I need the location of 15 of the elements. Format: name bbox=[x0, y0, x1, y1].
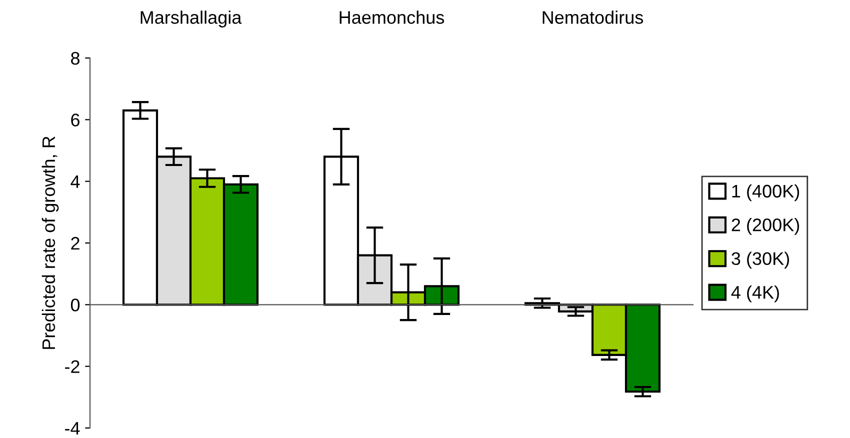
x-tick-label: Nematodirus bbox=[542, 10, 644, 24]
legend-label: 1 (400K) bbox=[732, 184, 800, 202]
y-axis-title: Predicted rate of growth, R bbox=[42, 136, 59, 349]
x-tick-label: Marshallagia bbox=[140, 10, 242, 28]
y-tick-label: 0 bbox=[70, 298, 80, 312]
legend-label: 2 (200K) bbox=[732, 218, 800, 235]
legend-label: 4 (4K) bbox=[731, 285, 779, 302]
legend-label: 3 (30K) bbox=[732, 252, 790, 269]
y-tick-label: -2 bbox=[65, 360, 80, 373]
x-tick-label: Haemonchus bbox=[340, 10, 444, 24]
y-tick-label: 6 bbox=[71, 114, 80, 126]
y-tick-label: -4 bbox=[65, 422, 80, 435]
y-tick-label: 2 bbox=[71, 236, 80, 250]
y-tick-label: 4 bbox=[70, 175, 80, 188]
y-tick-label: 8 bbox=[71, 52, 80, 65]
